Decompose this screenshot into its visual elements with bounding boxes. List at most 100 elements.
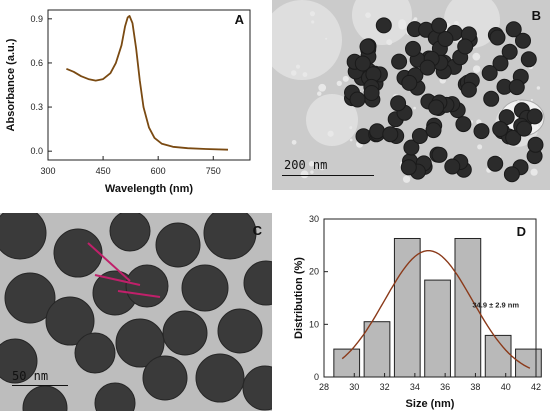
background-speck-b (538, 123, 542, 127)
nanoparticle-b (363, 85, 380, 101)
histogram-bar (393, 237, 421, 378)
fit-annotation: 34.9 ± 2.9 nm (472, 300, 519, 309)
nanoparticle-b (508, 79, 525, 96)
panel-b-letter: B (531, 8, 541, 23)
nanoparticle-c (53, 228, 103, 278)
scale-bar-label-b: 200 nm (284, 158, 328, 172)
panel-b-tem-image: B 200 nm (272, 0, 550, 190)
film-patch-b (306, 94, 358, 146)
panel-c-letter: C (252, 223, 262, 238)
nanoparticle-b (455, 116, 472, 133)
y-tick-label-a: 0.6 (30, 58, 43, 68)
background-speck-b (472, 52, 481, 61)
nanoparticle-b (481, 65, 498, 81)
histogram-bar (424, 279, 451, 378)
nanoparticle-b (487, 155, 504, 172)
background-speck-b (295, 64, 301, 69)
y-tick-label-a: 0.0 (30, 146, 43, 156)
background-speck-b (336, 80, 342, 87)
nanoparticle-c (217, 308, 263, 354)
plot-frame-d (323, 218, 537, 378)
nanoparticle-c (181, 264, 229, 312)
nanoparticle-c (125, 264, 169, 308)
x-tick-label-d: 36 (440, 382, 450, 392)
background-speck-b (453, 20, 459, 26)
nanoparticle-b (411, 128, 428, 144)
absorbance-series-line (66, 15, 229, 151)
background-speck-b (311, 20, 315, 24)
y-axis-label-d: Distribution (%) (293, 257, 305, 339)
nanoparticle-c (4, 272, 56, 324)
background-speck-b (291, 139, 297, 145)
nanoparticle-b (526, 108, 543, 125)
nanoparticle-b (492, 121, 509, 137)
x-tick-label-d: 32 (380, 382, 390, 392)
x-tick-label-a: 450 (96, 166, 111, 176)
histogram-bar (515, 348, 542, 378)
panel-a-letter: A (235, 12, 245, 27)
y-tick-label-a: 0.3 (30, 102, 43, 112)
background-speck-b (319, 164, 326, 171)
nanoparticle-b (483, 90, 500, 107)
diameter-marker-c (117, 290, 161, 298)
nanoparticle-c (243, 260, 272, 306)
nanoparticle-c (45, 296, 95, 346)
background-speck-b (349, 138, 353, 142)
background-speck-b (402, 175, 411, 183)
background-speck-b (308, 161, 315, 167)
nanoparticle-b (516, 120, 533, 137)
nanoparticle-b (460, 81, 477, 98)
tem-image-c (0, 213, 272, 411)
scale-bar-b (282, 175, 374, 176)
nanoparticle-b (390, 95, 407, 112)
nanoparticle-b (520, 51, 537, 68)
scale-bar-label-c: 50 nm (12, 369, 49, 383)
histogram-bar (333, 348, 361, 378)
gaussian-fit-line (341, 250, 531, 369)
nanoparticle-c (115, 318, 165, 368)
size-distribution-svg: 28 30 32 34 36 38 40 42 0 10 20 30 Size (nm) Distribu… (293, 214, 542, 410)
nanoparticle-b (505, 129, 522, 146)
diameter-marker-c (94, 274, 141, 286)
background-speck-b (477, 144, 483, 150)
nanoparticle-c (22, 385, 68, 411)
background-speck-b (472, 65, 481, 73)
background-speck-b (327, 130, 334, 137)
x-axis-label-a: Wavelength (nm) (105, 183, 194, 195)
y-axis-label-a: Absorbance (a.u.) (5, 38, 17, 131)
nanoparticle-b (382, 126, 399, 143)
nanoparticle-b (501, 43, 518, 60)
nanoparticle-b (405, 40, 421, 57)
x-tick-label-d: 34 (410, 382, 420, 392)
nanoparticle-b (492, 55, 509, 72)
background-speck-b (386, 39, 393, 46)
histogram-bar (363, 321, 391, 378)
x-tick-label-a: 600 (151, 166, 166, 176)
nanoparticle-b (425, 122, 442, 139)
background-speck-b (317, 91, 322, 96)
background-speck-b (310, 170, 314, 174)
x-tick-label-a: 300 (40, 166, 55, 176)
scale-bar-c (12, 385, 68, 386)
x-tick-label-d: 38 (470, 382, 480, 392)
panel-d-size-distribution-chart: 28 30 32 34 36 38 40 42 0 10 20 30 Size (nm) Distribu… (280, 205, 550, 411)
nanoparticle-c (203, 213, 257, 260)
background-speck-b (398, 19, 406, 28)
background-speck-b (325, 37, 328, 40)
panel-a-absorbance-chart: 300 450 600 750 0.0 0.3 0.6 0.9 Wavelength (nm) A… (0, 0, 270, 205)
background-speck-b (300, 170, 309, 179)
nanoparticle-c (162, 310, 208, 356)
background-speck-b (365, 12, 371, 18)
nanoparticle-b (391, 53, 408, 70)
tem-image-b (272, 0, 550, 190)
nanoparticle-b (489, 29, 506, 46)
x-tick-label-d: 40 (501, 382, 511, 392)
y-tick-label-d: 0 (314, 372, 319, 382)
background-speck-b (342, 75, 349, 82)
nanoparticle-c (94, 382, 136, 411)
background-speck-b (290, 70, 297, 76)
x-tick-label-d: 30 (349, 382, 359, 392)
nanoparticle-c (0, 213, 47, 260)
y-tick-label-d: 20 (309, 267, 319, 277)
panel-c-tem-image: C 50 nm (0, 213, 272, 411)
